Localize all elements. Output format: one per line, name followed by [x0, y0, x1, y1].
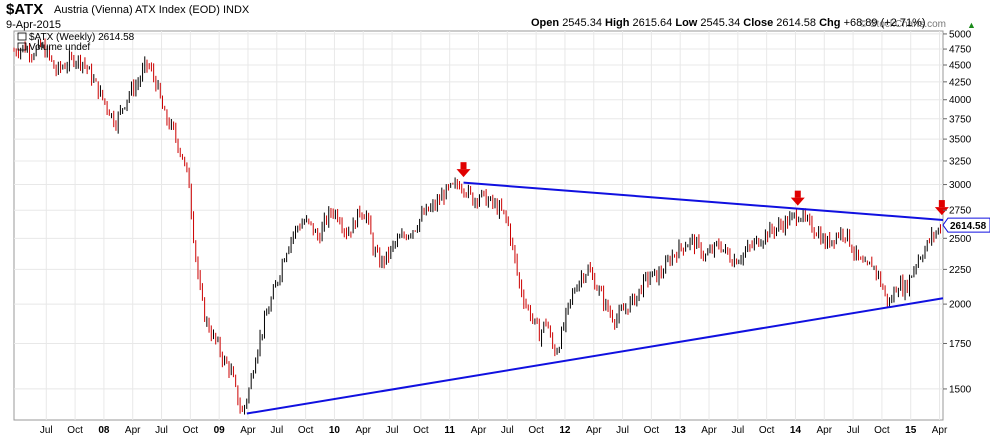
x-tick-label: Apr: [932, 425, 948, 436]
down-arrow-icon: [456, 162, 471, 178]
y-tick-label: 2250: [949, 265, 972, 276]
chart-symbol: $ATX: [6, 1, 44, 18]
trendline-lower: [246, 297, 944, 415]
last-price-box: [942, 217, 990, 233]
chg-value: +68.89 (+2.71%): [843, 17, 926, 29]
x-tick-label: Oct: [528, 425, 544, 436]
y-tick-label: 4750: [949, 45, 972, 56]
x-tick-label: Jul: [40, 425, 53, 436]
x-tick-label: 08: [98, 425, 110, 436]
y-tick-label: 5000: [949, 29, 972, 40]
x-tick-label: Jul: [270, 425, 283, 436]
chart-instrument-name: Austria (Vienna) ATX Index (EOD) INDX: [54, 4, 249, 16]
x-tick-label: Oct: [759, 425, 775, 436]
x-tick-label: Oct: [298, 425, 314, 436]
y-tick-label: 2000: [949, 300, 972, 311]
x-tick-label: Apr: [586, 425, 602, 436]
y-tick-label: 3250: [949, 156, 972, 167]
x-tick-label: 15: [905, 425, 917, 436]
high-value: 2615.64: [632, 17, 673, 29]
x-tick-label: Apr: [240, 425, 256, 436]
arrow-shaft: [460, 162, 467, 170]
x-tick-label: 11: [444, 425, 455, 436]
x-tick-label: Apr: [701, 425, 717, 436]
x-tick-label: Jul: [386, 425, 399, 436]
down-arrow-icon: [790, 190, 805, 206]
x-tick-label: Apr: [355, 425, 371, 436]
close-label: Close: [743, 17, 774, 29]
x-tick-label: Oct: [67, 425, 83, 436]
y-tick-label: 4500: [949, 61, 972, 72]
copyright-text: © StockCharts.com: [859, 19, 946, 30]
x-tick-label: Jul: [847, 425, 860, 436]
x-tick-label: 09: [214, 425, 226, 436]
y-tick-label: 3750: [949, 114, 972, 125]
y-tick-label: 1500: [949, 384, 972, 395]
x-axis: Jul Oct 08 Apr Jul Oct 09 Apr Jul Oct 10 Apr Jul Oct 1…: [40, 425, 948, 436]
open-label: Open: [531, 17, 560, 29]
up-arrow-icon: ▲: [967, 20, 976, 30]
x-tick-label: 10: [329, 425, 341, 436]
price-series: [13, 38, 942, 415]
y-tick-label: 3500: [949, 135, 972, 146]
open-value: 2545.34: [562, 17, 602, 29]
chart-grid: [14, 31, 943, 420]
peak-markers: [456, 162, 949, 216]
chg-label: Chg: [819, 17, 841, 29]
low-value: 2545.34: [700, 17, 741, 29]
close-value: 2614.58: [776, 17, 817, 29]
x-tick-label: Jul: [155, 425, 168, 436]
x-tick-label: Jul: [616, 425, 629, 436]
high-label: High: [605, 17, 630, 29]
arrow-head: [934, 207, 949, 216]
y-tick-label: 3000: [949, 180, 972, 191]
y-tick-label: 4250: [949, 77, 972, 88]
x-tick-label: 12: [559, 425, 571, 436]
x-tick-label: 13: [675, 425, 687, 436]
low-label: Low: [675, 17, 698, 29]
ohlc-readout: Open 2545.34 High 2615.64 Low 2545.34 Cl…: [531, 17, 926, 29]
arrow-head: [456, 169, 471, 178]
x-tick-label: Jul: [731, 425, 744, 436]
x-tick-label: Apr: [125, 425, 141, 436]
y-tick-label: 2500: [949, 234, 972, 245]
y-tick-label: 1750: [949, 339, 972, 350]
y-axis: 1500 1750 2000 2250 2500 2750 3000 3250 3500 3750…: [943, 29, 972, 395]
x-tick-label: Oct: [644, 425, 660, 436]
chart-legend: $ATX (Weekly) 2614.58 Volume undef: [17, 32, 135, 53]
volume-legend-icon: [17, 42, 27, 51]
trendline-upper: [463, 181, 944, 222]
trendlines: [246, 181, 944, 415]
y-tick-label: 2750: [949, 206, 972, 217]
x-tick-label: Apr: [471, 425, 487, 436]
x-tick-label: Oct: [874, 425, 890, 436]
chart-date: 9-Apr-2015: [6, 19, 62, 31]
arrow-shaft: [794, 190, 801, 198]
legend-volume: Volume undef: [29, 42, 90, 53]
x-tick-label: Oct: [183, 425, 199, 436]
down-arrow-icon: [934, 200, 949, 216]
legend-price: $ATX (Weekly) 2614.58: [29, 32, 135, 43]
x-tick-label: Oct: [413, 425, 429, 436]
y-tick-label: 4000: [949, 95, 972, 106]
last-price-tag: 2614.58: [942, 217, 990, 233]
x-tick-label: 14: [790, 425, 802, 436]
arrow-head: [790, 197, 805, 206]
price-legend-icon: [17, 32, 27, 41]
x-tick-label: Jul: [501, 425, 514, 436]
instrument-name: Austria (Vienna) ATX Index (EOD): [54, 4, 220, 16]
arrow-shaft: [938, 200, 945, 208]
last-price-label: 2614.58: [950, 221, 987, 232]
x-tick-label: Apr: [817, 425, 833, 436]
instrument-exchange: INDX: [222, 4, 250, 16]
